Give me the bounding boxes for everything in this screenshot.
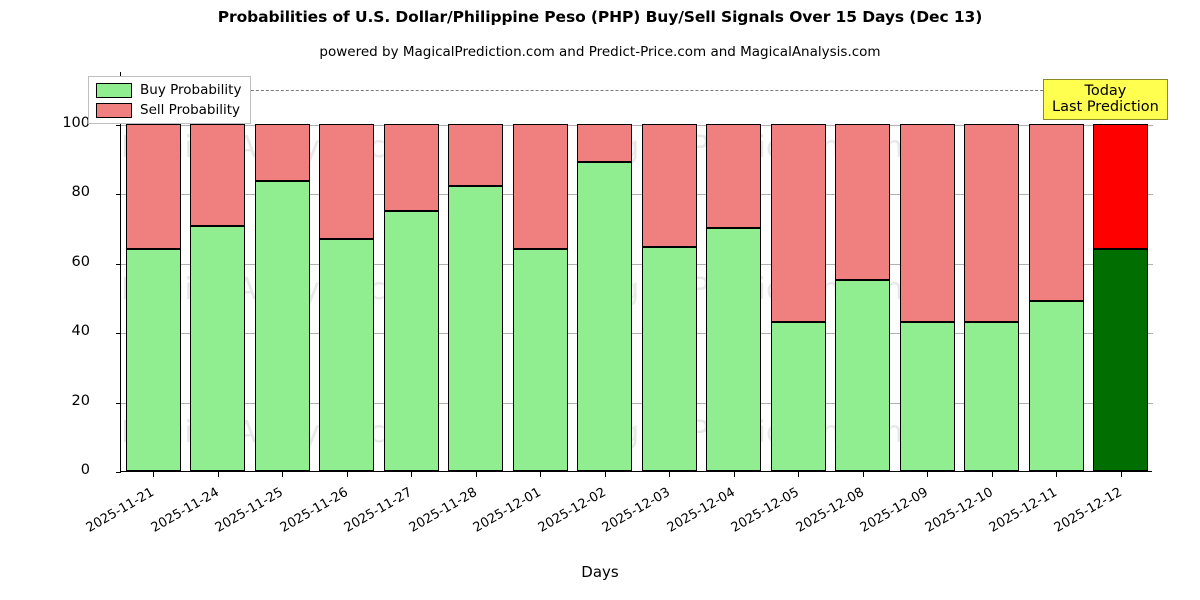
bar[interactable] [512, 124, 568, 471]
bar[interactable] [577, 124, 633, 471]
bar-segment-buy [641, 247, 697, 471]
today-annotation: Today Last Prediction [1043, 79, 1168, 121]
bar-segment-buy [899, 321, 955, 471]
bar-segment-sell [577, 124, 633, 163]
buy-swatch-icon [96, 82, 132, 98]
bar-segment-buy [319, 238, 375, 471]
x-tick-mark [475, 472, 477, 477]
bar-segment-sell [319, 124, 375, 239]
bar[interactable] [835, 124, 891, 471]
bar-segment-sell [770, 124, 826, 322]
y-tick-label: 60 [71, 253, 90, 270]
x-tick-mark [217, 472, 219, 477]
x-tick-mark [733, 472, 735, 477]
y-tick-mark [116, 472, 121, 473]
bar-segment-sell [1028, 124, 1084, 301]
bar[interactable] [964, 124, 1020, 471]
y-tick-mark [116, 194, 121, 196]
bar-segment-buy [770, 321, 826, 471]
bar[interactable] [641, 124, 697, 471]
bar[interactable] [319, 124, 375, 471]
bar-segment-buy [577, 162, 633, 471]
bar[interactable] [706, 124, 762, 471]
bar[interactable] [190, 124, 246, 471]
legend-label-buy: Buy Probability [140, 82, 242, 98]
x-tick-mark [346, 472, 348, 477]
y-tick-mark [116, 402, 121, 404]
x-tick-mark [282, 472, 284, 477]
bar-segment-sell [899, 124, 955, 322]
bar[interactable] [383, 124, 439, 471]
bar-segment-buy [964, 321, 1020, 471]
bar-segment-sell [383, 124, 439, 211]
x-tick-mark [862, 472, 864, 477]
bar-segment-buy [1093, 248, 1149, 471]
x-tick-mark [927, 472, 929, 477]
y-tick-label: 40 [71, 323, 90, 340]
y-tick-label: 0 [80, 462, 90, 478]
sell-swatch-icon [96, 102, 132, 118]
plot-area: MagicalAnalysis.comMagicalPrediction.com… [62, 72, 1153, 536]
reference-dashed-line [121, 90, 1153, 92]
y-tick-label: 100 [62, 115, 90, 131]
bar-segment-sell [964, 124, 1020, 322]
legend-label-sell: Sell Probability [140, 102, 241, 118]
bar-segment-buy [190, 226, 246, 471]
bar[interactable] [448, 124, 504, 471]
legend-item-sell[interactable]: Sell Probability [96, 102, 241, 118]
gridline [121, 402, 1153, 404]
gridline [121, 333, 1153, 335]
bar-segment-buy [1028, 300, 1084, 471]
y-tick-label: 80 [71, 184, 90, 201]
legend-item-buy[interactable]: Buy Probability [96, 82, 241, 98]
chart-legend[interactable]: Buy Probability Sell Probability [88, 76, 252, 124]
bar-segment-buy [835, 280, 891, 471]
bar-segment-buy [448, 186, 504, 471]
x-tick-mark [669, 472, 671, 477]
bar[interactable] [770, 124, 826, 471]
y-axis-label-wrap: Probability [14, 0, 44, 600]
x-axis-label: Days [581, 563, 619, 581]
bar-segment-buy [706, 228, 762, 471]
bar-segment-buy [125, 248, 181, 471]
today-label-line2: Last Prediction [1052, 99, 1159, 116]
bar-segment-buy [254, 181, 310, 471]
x-tick-mark [1056, 472, 1058, 477]
bar-segment-buy [383, 210, 439, 471]
bar[interactable] [899, 124, 955, 471]
bar-segment-sell [835, 124, 891, 281]
bar-segment-sell [641, 124, 697, 248]
gridline [121, 263, 1153, 265]
x-tick-mark [411, 472, 413, 477]
gridline [121, 125, 1153, 126]
bar-segment-sell [706, 124, 762, 229]
x-tick-mark [540, 472, 542, 477]
bar-segment-sell [448, 124, 504, 187]
bar-segment-sell [512, 124, 568, 249]
bar[interactable] [125, 124, 181, 471]
bar-segment-sell [254, 124, 310, 182]
x-tick-mark [153, 472, 155, 477]
bar-segment-sell [125, 124, 181, 249]
x-tick-mark [991, 472, 993, 477]
chart-title: Probabilities of U.S. Dollar/Philippine … [217, 8, 983, 26]
gridline [121, 194, 1153, 196]
chart-subtitle: powered by MagicalPrediction.com and Pre… [319, 44, 881, 60]
y-tick-mark [116, 125, 121, 126]
y-tick-mark [116, 333, 121, 335]
bar-segment-buy [512, 248, 568, 471]
x-tick-mark [798, 472, 800, 477]
bar[interactable] [254, 124, 310, 471]
bar-today[interactable] [1093, 124, 1149, 471]
y-tick-label: 20 [71, 392, 90, 409]
bar-segment-sell [190, 124, 246, 227]
x-tick-mark [604, 472, 606, 477]
bar-segment-sell [1093, 124, 1149, 249]
x-tick-mark [1120, 472, 1122, 477]
today-label-line1: Today [1084, 83, 1127, 99]
bar[interactable] [1028, 124, 1084, 471]
y-tick-mark [116, 263, 121, 265]
